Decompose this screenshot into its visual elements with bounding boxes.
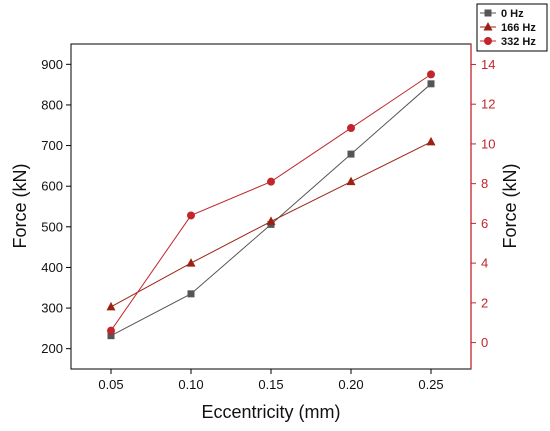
data-point-0-hz [187, 290, 195, 298]
y-left-tick-label: 700 [41, 138, 63, 153]
y-axis-title-right: Force (kN) [500, 164, 520, 249]
data-point-332-hz [347, 124, 355, 133]
y-left-tick-label: 200 [41, 341, 63, 356]
y-axis-title-left: Force (kN) [10, 164, 30, 249]
x-axis-title: Eccentricity (mm) [202, 402, 341, 422]
legend-label-0-hz: 0 Hz [501, 8, 524, 20]
y-left-tick-label: 500 [41, 219, 63, 234]
data-point-166-hz [186, 258, 196, 267]
y-left-tick-label: 600 [41, 179, 63, 194]
data-point-0-hz [107, 332, 115, 340]
series-line-0-hz [110, 83, 432, 337]
plot-frame [70, 43, 472, 370]
y-right-tick-label: 10 [481, 136, 495, 151]
y-left-tick-label: 300 [41, 301, 63, 316]
x-tick-label: 0.20 [338, 377, 363, 392]
y-right-tick-label: 6 [481, 216, 488, 231]
data-point-0-hz [427, 80, 435, 88]
y-right-tick-label: 0 [481, 335, 488, 350]
data-point-166-hz [346, 176, 356, 186]
x-tick-label: 0.05 [98, 377, 123, 392]
legend-marker-332-hz [484, 37, 492, 45]
legend: 0 Hz 166 Hz 332 Hz [476, 3, 548, 52]
y-left-tick-label: 800 [41, 97, 63, 112]
data-point-332-hz [267, 177, 275, 186]
y-right-tick-label: 14 [481, 57, 495, 72]
ticks-layer: 0.05 0.10 0.15 0.20 0.2520030040050060070080… [41, 57, 495, 392]
y-right-tick-label: 12 [481, 97, 495, 112]
series-line-332-hz [110, 73, 432, 331]
y-left-tick-label: 900 [41, 57, 63, 72]
y-right-tick-label: 8 [481, 176, 488, 191]
data-point-166-hz [266, 216, 276, 225]
legend-label-166-hz: 166 Hz [501, 22, 536, 34]
legend-label-332-hz: 332 Hz [501, 36, 536, 48]
plot-area [70, 43, 472, 370]
x-tick-label: 0.25 [418, 377, 443, 392]
x-tick-label: 0.15 [258, 377, 283, 392]
series-layer [106, 70, 436, 340]
data-point-166-hz [106, 301, 116, 311]
data-point-332-hz [427, 70, 435, 79]
data-point-0-hz [347, 150, 355, 158]
legend-marker-166-hz [483, 22, 493, 31]
y-right-tick-label: 2 [481, 295, 488, 310]
x-tick-label: 0.10 [178, 377, 203, 392]
data-point-332-hz [187, 211, 195, 220]
data-point-166-hz [426, 136, 436, 146]
y-right-tick-label: 4 [481, 256, 488, 271]
data-point-332-hz [107, 326, 115, 335]
y-left-tick-label: 400 [41, 260, 63, 275]
legend-marker-0-hz [484, 9, 492, 17]
